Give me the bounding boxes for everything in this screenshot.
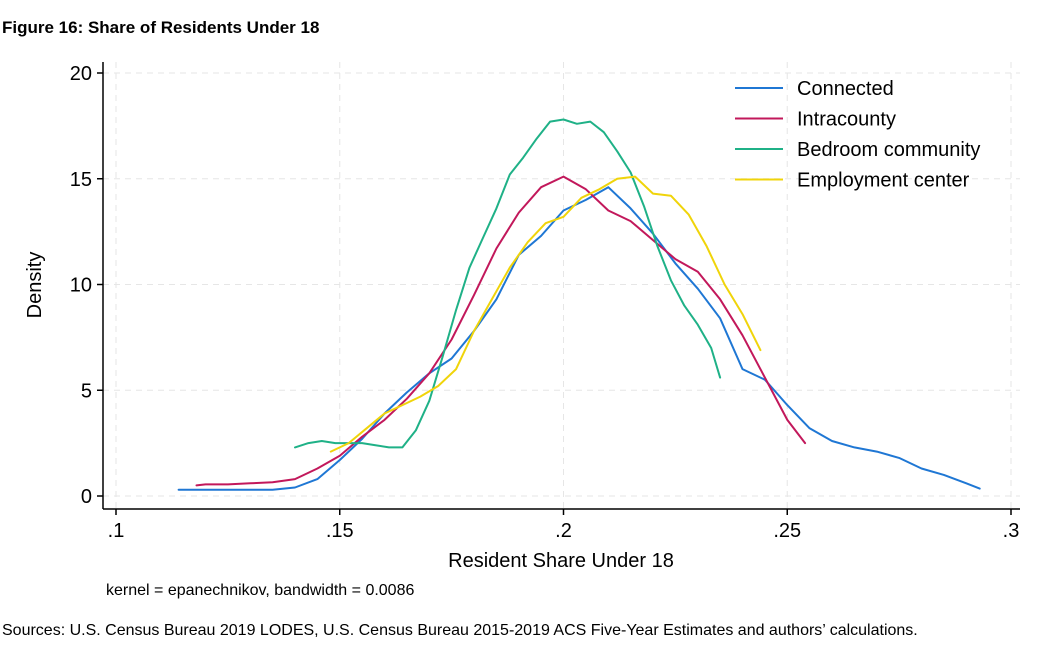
legend-label-intracounty: Intracounty [797, 109, 896, 131]
grid [103, 62, 1020, 509]
legend: Connected Intracounty Bedroom community Emp… [735, 78, 980, 192]
x-tick-label: .3 [1003, 520, 1020, 542]
y-tick-label: 10 [70, 275, 92, 297]
series-line-connected [177, 186, 981, 491]
y-tick-label: 15 [70, 169, 92, 191]
figure-title: Figure 16: Share of Residents Under 18 [2, 18, 320, 37]
legend-label-connected: Connected [797, 78, 894, 100]
series-line-employment-center [329, 175, 762, 453]
series-line-intracounty [195, 175, 807, 487]
axes: 0 5 10 15 20 .1 .15 .2 .25 .3 [70, 62, 1020, 542]
x-tick-label: .1 [108, 520, 125, 542]
x-tick-label: .25 [773, 520, 801, 542]
y-tick-label: 0 [81, 486, 92, 508]
kernel-note: kernel = epanechnikov, bandwidth = 0.008… [106, 582, 414, 599]
y-axis-title: Density [24, 252, 46, 319]
y-tick-label: 5 [81, 380, 92, 402]
x-axis-title: Resident Share Under 18 [448, 550, 674, 572]
x-tick-label: .15 [326, 520, 354, 542]
y-tick-label: 20 [70, 63, 92, 85]
series-lines [177, 118, 981, 491]
series-line-bedroom-community [294, 118, 722, 449]
x-tick-label: .2 [555, 520, 572, 542]
sources-note: Sources: U.S. Census Bureau 2019 LODES, … [2, 622, 918, 639]
legend-label-bedroom-community: Bedroom community [797, 139, 980, 161]
legend-label-employment-center: Employment center [797, 170, 970, 192]
